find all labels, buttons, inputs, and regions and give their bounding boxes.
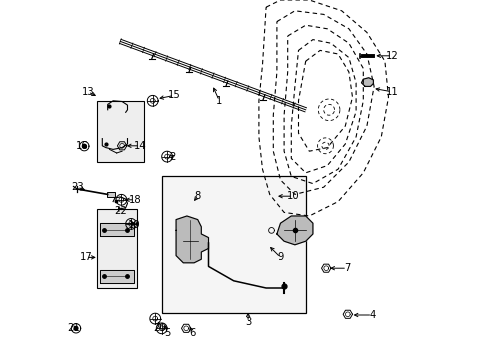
Bar [107,192,115,197]
Text: 5: 5 [163,328,170,338]
Polygon shape [100,223,134,236]
Text: 9: 9 [277,252,283,262]
Text: 23: 23 [71,182,83,192]
Bar [97,101,143,162]
Text: 17: 17 [80,252,92,262]
Text: 11: 11 [385,87,398,97]
Text: 14: 14 [134,141,146,151]
Text: 1: 1 [216,96,222,106]
Text: 20: 20 [153,323,166,333]
Text: 8: 8 [194,191,201,201]
Text: 13: 13 [81,87,94,97]
Text: 7: 7 [343,263,349,273]
Text: 18: 18 [128,195,141,205]
Polygon shape [176,216,208,263]
Text: 15: 15 [167,90,180,100]
Text: 4: 4 [368,310,375,320]
Polygon shape [276,216,312,245]
Text: 16: 16 [76,141,89,151]
Text: 12: 12 [385,51,398,61]
Text: 3: 3 [244,317,251,327]
Bar [162,176,305,313]
Polygon shape [361,78,373,86]
Text: 6: 6 [189,328,195,338]
Text: 10: 10 [286,191,299,201]
Text: 2: 2 [169,152,175,162]
Polygon shape [82,144,86,148]
Polygon shape [74,327,78,330]
Text: 21: 21 [67,323,80,333]
Text: 19: 19 [128,220,141,230]
Bar [97,209,136,288]
Text: 22: 22 [114,206,126,216]
Polygon shape [100,270,134,283]
